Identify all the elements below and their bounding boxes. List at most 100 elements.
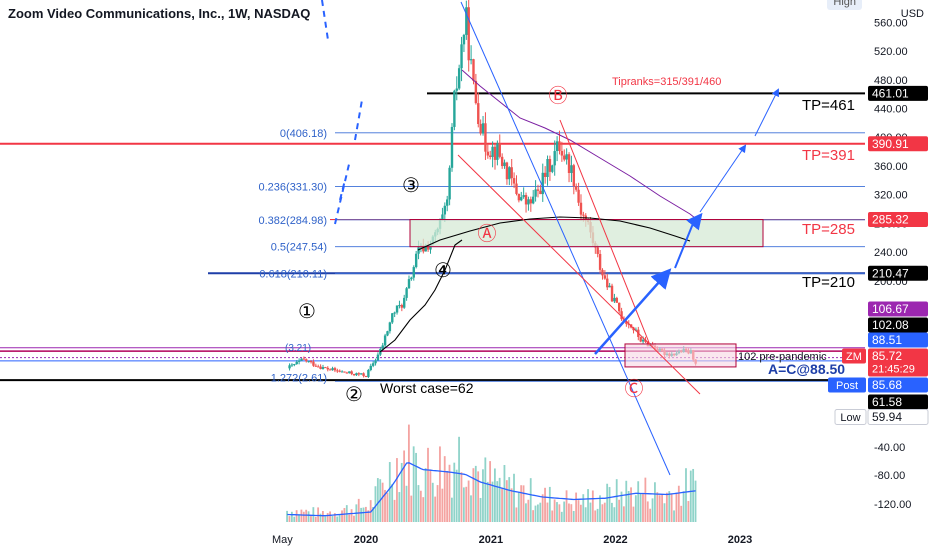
a-equals-c-label: A=C@88.50 [768,361,845,377]
candle-body [520,197,523,201]
volume-bar [477,471,480,522]
candle-body [543,172,547,177]
fib-level-label: 1.272(2.61) [271,372,327,384]
volume-bar [532,510,535,522]
candle-body [601,269,604,276]
volume-bar [546,502,549,522]
volume-bar [317,507,320,522]
volume-bar [663,503,666,522]
candle-body [579,202,583,215]
candle-body [512,178,516,184]
volume-bar [367,510,370,522]
volume-bar [486,481,489,522]
volume-bar [670,493,673,522]
price-label-bg [868,301,928,317]
price-label-bg [868,332,928,348]
price-label-bg [868,377,928,393]
volume-bar [522,485,525,522]
candle-body [350,371,353,374]
candle-body [489,155,492,157]
candle-body [314,365,318,367]
wave-marker: ④ [434,260,452,282]
price-label-bg [868,212,928,228]
volume-bar [384,489,386,522]
candle-body [570,165,573,173]
wave-marker: ③ [402,175,420,197]
volume-bar [680,505,683,522]
candle-body [374,360,377,364]
volume-bar [649,508,652,522]
volume-bar [639,493,642,522]
price-label-text: 88.51 [872,333,902,347]
volume-bar [517,491,520,522]
volume-bar [369,500,372,522]
time-axis-label: 2021 [479,534,503,546]
volume-bar [682,491,685,522]
price-axis-label: 520.00 [874,46,908,58]
volume-bar [310,516,312,522]
candle-body [548,159,552,172]
candle-body [293,364,296,366]
candle-body [484,123,487,152]
volume-bar [458,436,460,522]
price-label-text: 102.08 [872,318,909,332]
volume-bar [293,516,296,522]
candle-body [295,361,298,365]
candle-body [460,44,463,69]
volume-bar [348,514,351,522]
volume-bar [336,516,339,522]
time-axis-label: 2023 [728,534,752,546]
volume-bar [341,510,343,522]
price-label-bg [868,136,928,152]
time-axis-label: 2022 [603,534,627,546]
candle-body [524,195,528,205]
volume-bar [393,499,396,522]
tp-461-label: TP=461 [802,97,855,114]
fib-level-label: 0.382(284.98) [259,215,328,227]
candle-body [575,186,578,190]
volume-bar [331,516,334,522]
volume-bar [479,497,482,522]
price-label-text: 59.94 [872,410,902,424]
price-axis-label: 560.00 [874,17,908,29]
candle-body [446,199,449,206]
candle-body [343,371,346,373]
price-label-text: 461.01 [872,86,909,100]
price-label-text: 210.47 [872,266,909,280]
candle-body [515,183,518,194]
volume-bar [677,485,680,522]
volume-bar [489,461,492,522]
volume-bar [654,482,656,522]
candle-body [348,371,351,374]
volume-bar [424,468,427,522]
candle-body [639,336,642,342]
candle-body [391,313,394,323]
candle-body [572,165,576,187]
candle-body [541,172,544,195]
price-axis-label: 480.00 [874,75,908,87]
volume-bar [594,510,597,522]
volume-bar [333,513,336,522]
candle-body [455,88,458,91]
candle-body [307,361,310,363]
volume-bar [544,487,546,522]
candle-body [500,156,504,167]
candle-body [333,368,337,371]
volume-bar [324,516,327,522]
candle-body [450,126,454,168]
candle-body [302,358,306,360]
volume-bar [560,511,563,522]
volume-bar [305,509,308,522]
candle-body [486,151,490,156]
black-moving-average [417,216,691,251]
volume-bar [563,501,566,522]
candle-body [491,146,494,157]
volume-bar [386,492,389,522]
volume-bar [417,485,420,522]
pre-pandemic-label: 102 pre-pandemic [738,351,827,363]
volume-axis-label: -80.00 [874,470,905,482]
candle-body [312,361,315,366]
candle-body [417,247,420,254]
volume-bar [372,506,374,522]
